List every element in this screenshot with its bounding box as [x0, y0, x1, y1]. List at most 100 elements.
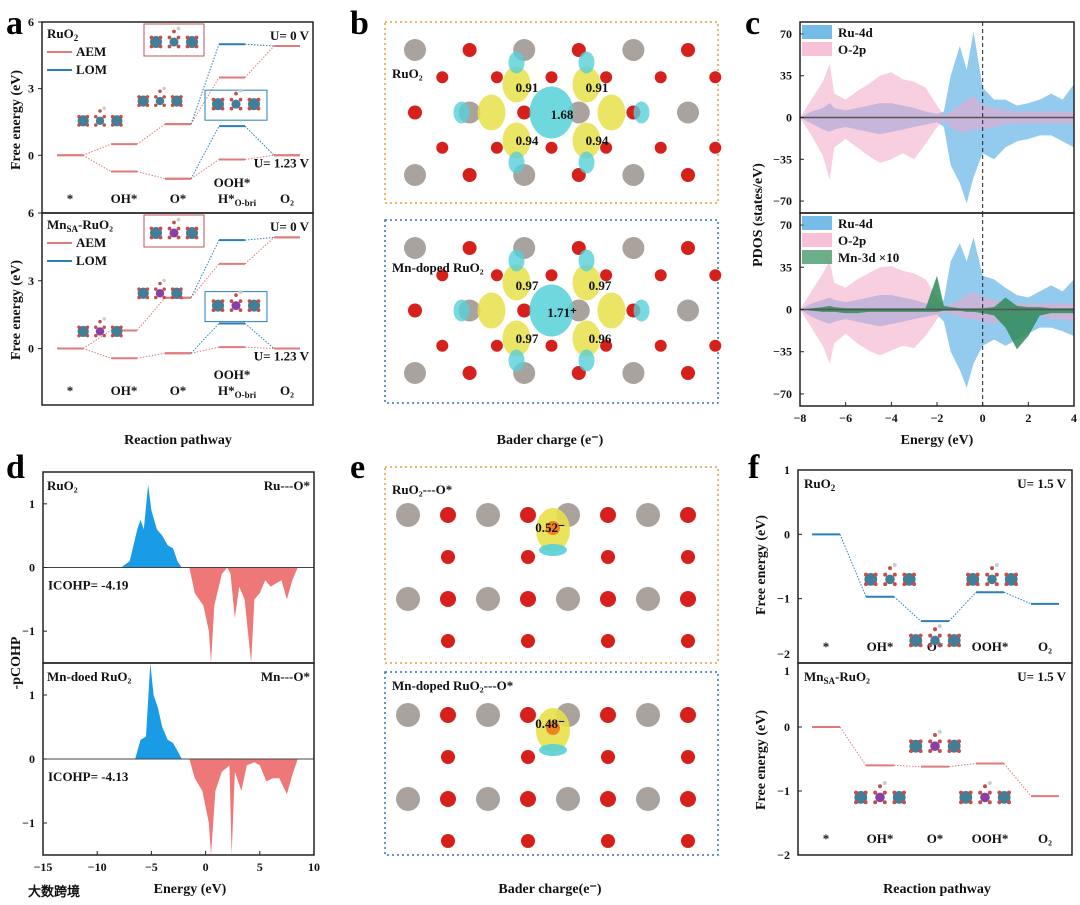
crystal-structure	[404, 39, 722, 186]
category-label: O₂	[280, 191, 294, 206]
charge-density-yellow	[477, 292, 506, 329]
x-axis-label: Bader charge(e⁻)	[498, 882, 601, 897]
atom	[636, 787, 660, 811]
category-label: O₂	[280, 383, 294, 398]
atom	[520, 791, 536, 807]
level-connector	[948, 591, 977, 622]
atom	[476, 787, 500, 811]
category-label: OOH*	[214, 367, 251, 382]
o-atom	[490, 141, 503, 154]
x-axis-label: Reaction pathway	[124, 433, 232, 448]
category-label: *	[823, 831, 830, 846]
atom	[440, 507, 456, 523]
o-atom	[436, 71, 449, 84]
panel-letter-a: a	[6, 5, 23, 42]
x-tick-label: 10	[308, 860, 320, 874]
panel-title-part: RuO	[804, 476, 831, 491]
y-tick-label: −2	[777, 848, 790, 862]
watermark: 大数跨境	[28, 884, 80, 899]
atom	[476, 587, 500, 611]
atom	[600, 791, 616, 807]
level-connector	[893, 596, 922, 622]
atom	[440, 791, 456, 807]
level-connector	[244, 236, 275, 241]
level-connector	[82, 348, 112, 359]
x-tick-label: −4	[885, 411, 898, 425]
charge-density-yellow	[572, 264, 601, 301]
pdos-area-o-2p-up	[800, 63, 1074, 118]
y-tick-label: 35	[780, 69, 792, 83]
category-label-part: H*	[218, 383, 235, 398]
o-atom	[681, 550, 695, 564]
panel-b-top-frame	[384, 21, 719, 204]
o-atom	[601, 834, 615, 848]
bader-charge-value: 0.97	[516, 331, 539, 346]
atom	[680, 507, 696, 523]
charge-density-yellow	[597, 94, 626, 131]
y-tick-label: −1	[777, 592, 790, 606]
cohp-antibonding-area	[189, 759, 298, 855]
annotation-u123: U= 1.23 V	[254, 349, 310, 364]
y-tick-label: 0	[29, 561, 35, 575]
atom	[636, 503, 660, 527]
level-connector	[136, 297, 166, 331]
category-label: OOH*	[214, 175, 251, 190]
category-label: O*	[170, 383, 187, 398]
y-axis-label: Free energy (eV)	[754, 515, 769, 615]
legend-swatch	[802, 25, 832, 39]
crystal-structure	[396, 503, 696, 648]
adsorbed-o-atom	[546, 521, 560, 535]
charge-density-yellow	[502, 320, 531, 357]
atom	[476, 703, 500, 727]
o-atom	[681, 43, 695, 57]
panel-title-part: 2	[74, 33, 79, 43]
o-atom	[462, 168, 477, 182]
pdos-area-o-2p-down	[800, 117, 1074, 180]
adsorbate-structure-icon	[77, 317, 123, 338]
y-tick-label: 1	[29, 497, 35, 511]
x-axis-label: Energy (eV)	[901, 433, 974, 448]
category-label: OH*	[111, 191, 138, 206]
charge-density-yellow	[572, 122, 601, 159]
o-atom	[545, 269, 558, 282]
panel-letter-d: d	[6, 449, 25, 486]
x-tick-label: −8	[794, 411, 807, 425]
panel-f-plot-0	[797, 469, 1073, 664]
pdos-area-ru-4d-down	[800, 117, 1074, 204]
ru-atom	[622, 39, 645, 61]
ru-atom	[622, 237, 645, 259]
category-label: *	[67, 383, 74, 398]
bond-label: Ru---O*	[264, 478, 310, 493]
y-tick-label: 1	[784, 664, 790, 678]
category-label: OOH*	[972, 831, 1009, 846]
charge-density-yellow	[597, 292, 626, 329]
legend-lom: LOM	[76, 62, 107, 77]
level-connector	[190, 44, 220, 125]
level-connector	[244, 43, 275, 47]
bader-charge-value: 0.91	[586, 80, 609, 95]
o-atom	[600, 269, 613, 282]
y-tick-label: −1	[22, 816, 35, 830]
y-axis-label: -pCOHP	[9, 636, 24, 689]
x-tick-label: 5	[257, 860, 263, 874]
y-tick-label: −1	[22, 624, 35, 638]
charge-density-cyan	[508, 349, 525, 372]
o-atom	[601, 550, 615, 564]
potential-annotation: U= 1.5 V	[1017, 669, 1066, 684]
panel-letter-b: b	[350, 5, 369, 42]
panel-b-top-title: RuO₂	[392, 66, 423, 81]
cohp-bonding-area	[121, 484, 182, 568]
adsorbate-structure-icon	[77, 106, 123, 127]
y-tick-label: −35	[773, 345, 792, 359]
y-tick-label: 0	[28, 342, 34, 356]
panel-letter-c: c	[745, 5, 760, 42]
category-label: H*O-bri	[218, 383, 257, 400]
ru-atom	[677, 101, 699, 124]
x-tick-label: −15	[34, 860, 53, 874]
y-tick-label: 6	[28, 15, 34, 29]
bader-charge-value: 1.68	[551, 107, 574, 122]
panel-letter-e: e	[350, 449, 365, 486]
o-atom	[462, 241, 477, 255]
atom	[396, 587, 420, 611]
atom	[600, 707, 616, 723]
